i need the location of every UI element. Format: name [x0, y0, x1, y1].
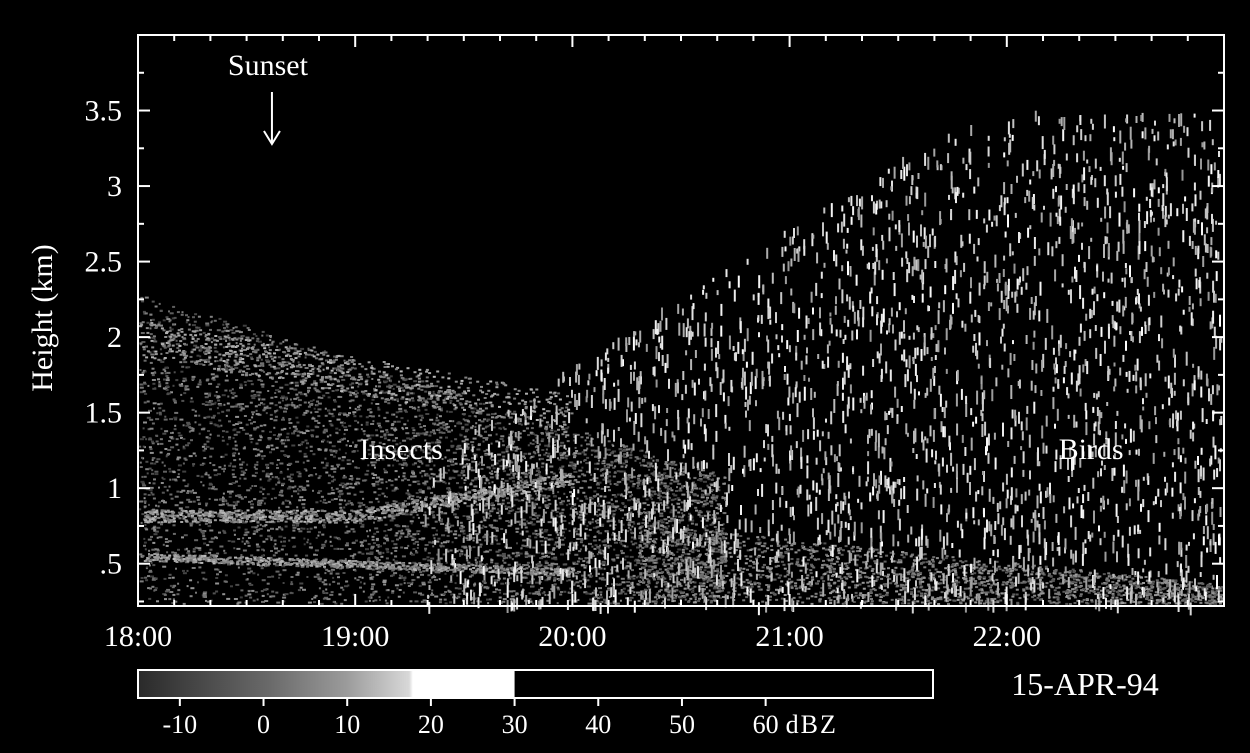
annotation-insects: Insects	[360, 433, 443, 466]
y-tick-label: 3	[107, 170, 122, 203]
x-tick-label: 20:00	[538, 620, 606, 653]
sunset-arrowhead-icon	[263, 130, 281, 146]
colorbar-tick-label: 30	[502, 710, 528, 739]
y-tick-label: 2.5	[85, 246, 123, 279]
y-axis-ticks: .5 1 1.5 2 2.5 3 3.5	[85, 34, 1224, 603]
colorbar-ticks: -10 0 10 20 30 40 50 60	[163, 698, 779, 739]
y-axis-label: Height (km)	[26, 244, 59, 391]
colorbar-tick-label: 40	[585, 710, 611, 739]
colorbar-frame	[137, 669, 934, 699]
x-axis-ticks: 18:00 19:00 20:00 21:00 22:00	[104, 35, 1225, 653]
colorbar-unit: dBZ	[786, 710, 838, 739]
colorbar-tick-label: 20	[418, 710, 444, 739]
y-tick-label: 1	[107, 472, 122, 505]
y-tick-label: 3.5	[85, 95, 123, 128]
colorbar-tick-label: -10	[163, 710, 198, 739]
annotation-sunset: Sunset	[228, 49, 309, 82]
x-tick-label: 19:00	[321, 620, 389, 653]
colorbar-fill	[138, 670, 515, 698]
x-tick-label: 21:00	[755, 620, 823, 653]
x-tick-label: 22:00	[973, 620, 1041, 653]
colorbar-tick-label: 60	[753, 710, 779, 739]
colorbar-tick-label: 10	[334, 710, 360, 739]
colorbar-tick-label: 50	[669, 710, 695, 739]
colorbar	[137, 669, 934, 699]
radar-echo-field	[139, 110, 1224, 616]
y-tick-label: 1.5	[85, 397, 123, 430]
x-tick-label: 18:00	[104, 620, 172, 653]
annotation-birds: Birds	[1059, 433, 1124, 466]
date-label: 15-APR-94	[1011, 666, 1159, 702]
colorbar-tick-label: 0	[257, 710, 270, 739]
y-tick-label: 2	[107, 321, 122, 354]
y-tick-label: .5	[100, 548, 123, 581]
